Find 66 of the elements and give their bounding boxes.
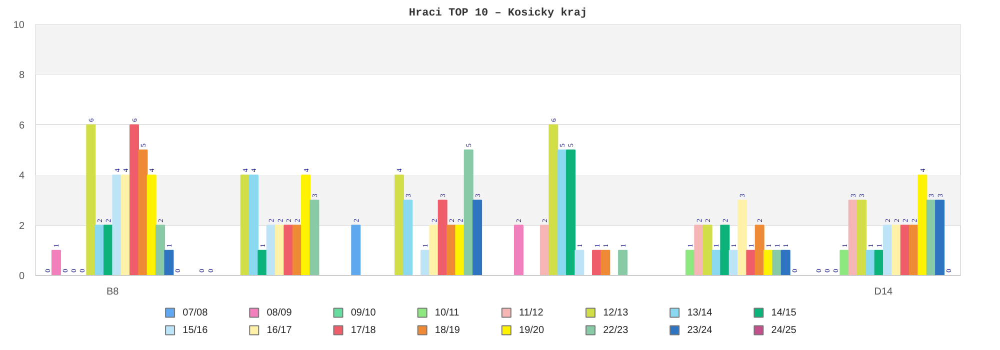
bar [156, 224, 166, 276]
bar [258, 250, 268, 276]
bar [574, 250, 584, 276]
bar [694, 224, 704, 276]
bar [455, 224, 465, 276]
bar [892, 224, 902, 276]
legend-label: 23/24 [687, 324, 713, 336]
bar [112, 174, 122, 276]
bar [618, 250, 628, 276]
legend-label: 15/16 [182, 324, 208, 336]
bar [566, 150, 576, 276]
legend-label: 09/10 [350, 307, 376, 318]
x-tick-label: D14 [874, 286, 894, 298]
bar [720, 224, 730, 276]
bar [301, 174, 311, 276]
bar [918, 174, 928, 276]
legend-label: 17/18 [350, 324, 376, 336]
legend-label: 22/23 [603, 324, 629, 336]
bar [935, 200, 945, 276]
legend-label: 13/14 [687, 307, 713, 318]
y-tick-label: 4 [18, 170, 25, 182]
y-tick-label: 10 [13, 20, 25, 31]
bar [856, 200, 866, 276]
legend-label: 14/15 [771, 307, 797, 318]
bar [840, 250, 850, 276]
bar [310, 200, 320, 276]
bar [403, 200, 413, 276]
legend-label: 24/25 [771, 324, 797, 336]
legend-label: 11/12 [519, 307, 544, 318]
legend-label: 19/20 [519, 324, 544, 336]
bar [248, 174, 258, 276]
bar [754, 224, 764, 276]
y-tick-label: 0 [18, 271, 25, 282]
bar [780, 250, 790, 276]
legend-label: 16/17 [266, 324, 292, 336]
bar [438, 200, 448, 276]
legend-label: 08/09 [266, 307, 292, 318]
bar [86, 124, 96, 276]
bar [772, 250, 782, 276]
bar [130, 124, 140, 276]
bar [746, 250, 756, 276]
bar [866, 250, 876, 276]
bar [394, 174, 404, 276]
bar [514, 224, 524, 276]
bar [51, 250, 61, 276]
chart-title: Hraci TOP 10 – Kosicky kraj [408, 8, 588, 20]
legend-label: 07/08 [182, 307, 208, 318]
bar [429, 224, 439, 276]
bar [284, 224, 294, 276]
y-tick-label: 8 [18, 70, 25, 82]
legend-label: 18/19 [434, 324, 460, 336]
bar [738, 200, 748, 276]
bar [464, 150, 474, 276]
bar [472, 200, 482, 276]
x-tick-label: B8 [106, 286, 120, 298]
legend-label: 12/13 [603, 307, 629, 318]
bar [164, 250, 174, 276]
bar [548, 124, 558, 276]
legend-label: 10/11 [434, 307, 460, 318]
bar [146, 174, 156, 276]
bar [351, 224, 361, 276]
y-tick-label: 2 [18, 220, 25, 232]
y-tick-label: 6 [18, 120, 25, 132]
bar [138, 150, 148, 276]
bar [702, 224, 712, 276]
bar [600, 250, 610, 276]
